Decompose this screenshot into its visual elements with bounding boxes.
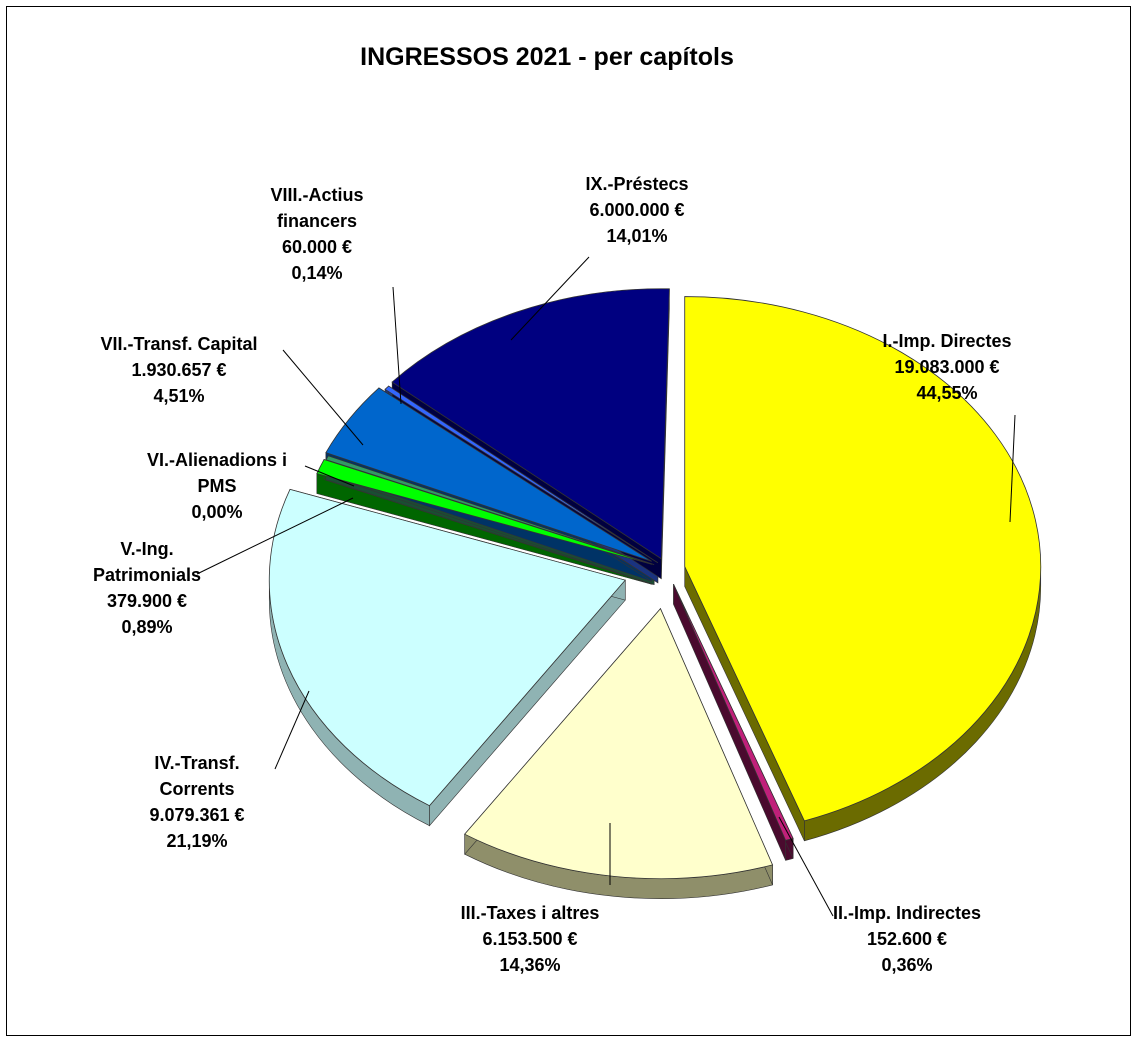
slice-vi-alienadions-i-pms	[325, 455, 655, 565]
pie-slices	[268, 288, 1042, 880]
slice-label-i-imp-directes-0: I.-Imp. Directes	[882, 331, 1011, 351]
slice-value-iii-taxes-i-altres: 6.153.500 €	[482, 929, 577, 949]
slice-label-ii-imp-indirectes-0: II.-Imp. Indirectes	[833, 903, 981, 923]
leader-ii-imp-indirectes	[778, 816, 834, 917]
leader-lines	[196, 256, 1016, 917]
slice-label-iv-transf-corrents-1: Corrents	[159, 779, 234, 799]
slice-value-vii-transf-capital: 1.930.657 €	[131, 360, 226, 380]
slice-percent-vi-alienadions-i-pms: 0,00%	[191, 502, 242, 522]
slice-vii-transf-capital	[325, 387, 652, 562]
slice-label-vi-alienadions-i-pms-0: VI.-Alienadions i	[147, 450, 287, 470]
slice-value-ix-prestecs: 6.000.000 €	[589, 200, 684, 220]
slice-percent-ii-imp-indirectes: 0,36%	[881, 955, 932, 975]
slice-label-vii-transf-capital-0: VII.-Transf. Capital	[100, 334, 257, 354]
slice-label-iv-transf-corrents-0: IV.-Transf.	[154, 753, 239, 773]
slice-value-i-imp-directes: 19.083.000 €	[894, 357, 999, 377]
slice-label-viii-actius-financers-0: VIII.-Actius	[270, 185, 363, 205]
slice-labels: I.-Imp. Directes 19.083.000 € 44,55% II.-Im…	[93, 174, 1012, 975]
leader-i-imp-directes	[1009, 414, 1016, 523]
slice-label-ix-prestecs-0: IX.-Préstecs	[585, 174, 688, 194]
slice-label-v-ing-patrimonials-1: Patrimonials	[93, 565, 201, 585]
slice-percent-vii-transf-capital: 4,51%	[153, 386, 204, 406]
slice-percent-ix-prestecs: 14,01%	[606, 226, 667, 246]
slice-iii-taxes-i-altres	[464, 607, 774, 880]
slice-ii-imp-indirectes	[673, 583, 794, 841]
slice-percent-viii-actius-financers: 0,14%	[291, 263, 342, 283]
leader-iv-transf-corrents	[274, 690, 310, 770]
leader-ix-prestecs	[510, 256, 590, 341]
slice-value-v-ing-patrimonials: 379.900 €	[107, 591, 187, 611]
slice-v-ing-patrimonials	[316, 459, 653, 565]
leader-v-ing-patrimonials	[196, 497, 354, 575]
slice-i-imp-directes	[684, 296, 1042, 822]
slice-percent-v-ing-patrimonials: 0,89%	[121, 617, 172, 637]
slice-value-ii-imp-indirectes: 152.600 €	[867, 929, 947, 949]
chart-frame: INGRESSOS 2021 - per capítols I.-Imp. Di…	[6, 6, 1131, 1036]
leader-viii-actius-financers	[392, 286, 402, 405]
slice-label-viii-actius-financers-1: financers	[277, 211, 357, 231]
pie-chart: INGRESSOS 2021 - per capítols I.-Imp. Di…	[93, 43, 1042, 975]
slice-label-iii-taxes-i-altres-0: III.-Taxes i altres	[461, 903, 600, 923]
slice-label-vi-alienadions-i-pms-1: PMS	[197, 476, 236, 496]
slice-viii-actius-financers	[384, 385, 659, 564]
slice-percent-iii-taxes-i-altres: 14,36%	[499, 955, 560, 975]
chart-title: INGRESSOS 2021 - per capítols	[360, 43, 734, 71]
slice-iv-transf-corrents	[268, 488, 626, 807]
slice-percent-i-imp-directes: 44,55%	[916, 383, 977, 403]
leader-vii-transf-capital	[282, 349, 364, 446]
slice-label-v-ing-patrimonials-0: V.-Ing.	[120, 539, 173, 559]
slice-value-iv-transf-corrents: 9.079.361 €	[149, 805, 244, 825]
slice-percent-iv-transf-corrents: 21,19%	[166, 831, 227, 851]
slice-ix-prestecs	[391, 288, 670, 560]
slice-value-viii-actius-financers: 60.000 €	[282, 237, 352, 257]
leader-vi-alienadions-i-pms	[304, 465, 355, 487]
